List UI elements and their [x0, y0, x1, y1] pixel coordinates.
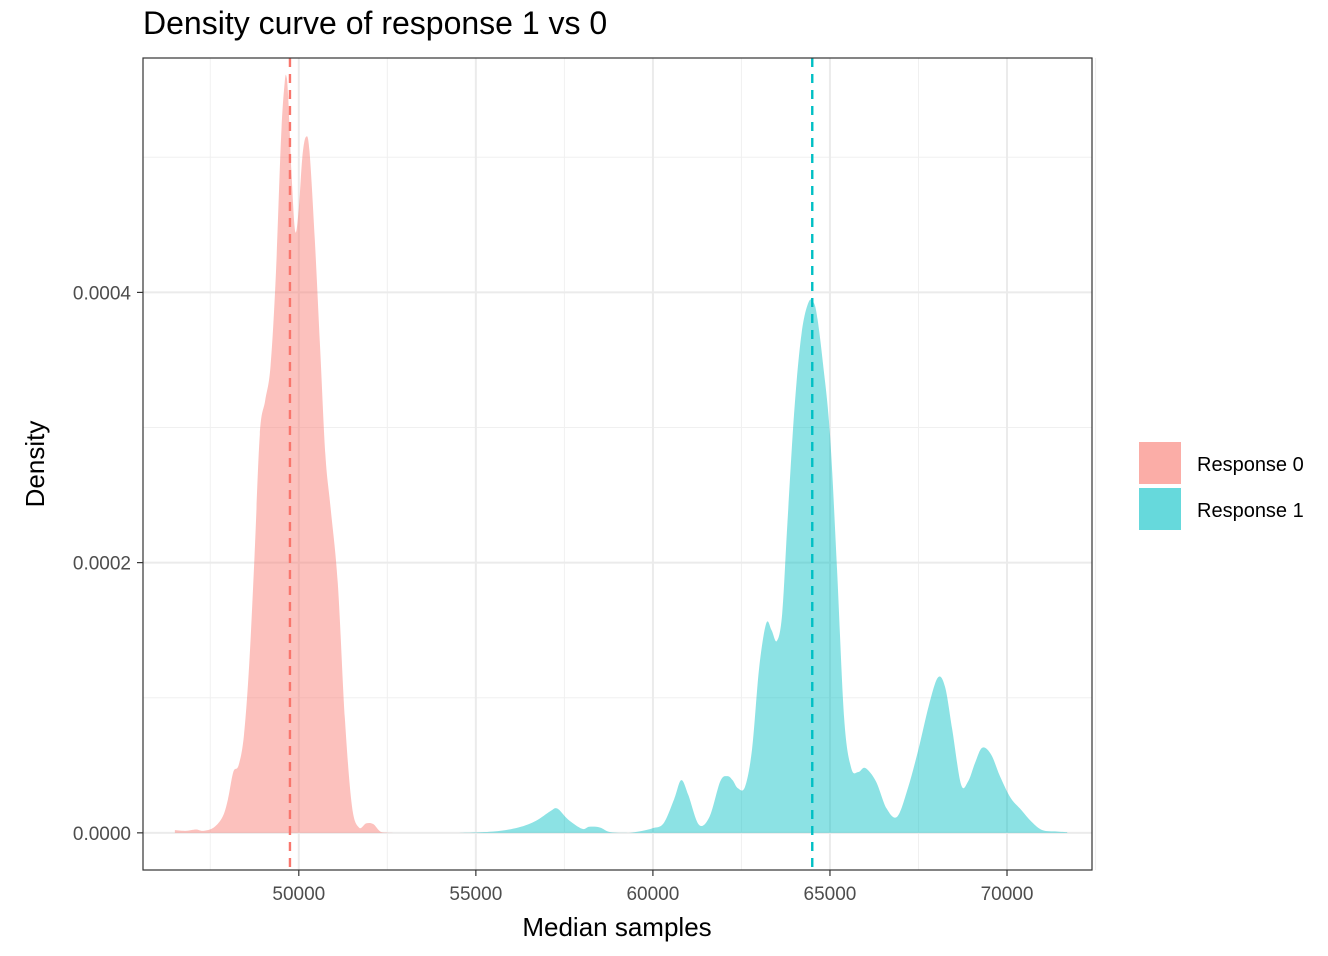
x-axis: 50000 55000 60000 65000 70000 [272, 870, 1033, 905]
legend-label-response-0: Response 0 [1197, 454, 1304, 476]
x-tick-label: 50000 [272, 884, 325, 905]
grid-minor [143, 58, 1097, 870]
x-tick-label: 55000 [449, 884, 502, 905]
x-tick-label: 70000 [981, 884, 1034, 905]
plot-panel-border [142, 57, 1093, 871]
y-axis: 0.0000 0.0002 0.0004 [73, 283, 143, 845]
mean-lines [288, 58, 814, 870]
x-tick-label: 65000 [804, 884, 857, 905]
y-tick-label: 0.0004 [73, 283, 132, 304]
y-tick-label: 0.0002 [73, 554, 131, 575]
grid-major [143, 58, 1092, 870]
y-tick-label: 0.0000 [73, 824, 131, 845]
density-area-response-1 [458, 299, 1068, 833]
x-axis-title: Median samples [522, 912, 711, 942]
x-tick-label: 60000 [626, 884, 679, 905]
plot-panel-background [143, 58, 1092, 870]
legend-key-response-0 [1139, 442, 1181, 484]
legend-label-response-1: Response 1 [1197, 500, 1304, 522]
y-axis-title: Density [20, 421, 50, 508]
density-areas [174, 74, 1068, 833]
density-area-response-0 [174, 74, 398, 833]
legend: Response 0 Response 1 [1139, 442, 1304, 530]
chart-title: Density curve of response 1 vs 0 [143, 5, 607, 41]
legend-key-response-1 [1139, 488, 1181, 530]
